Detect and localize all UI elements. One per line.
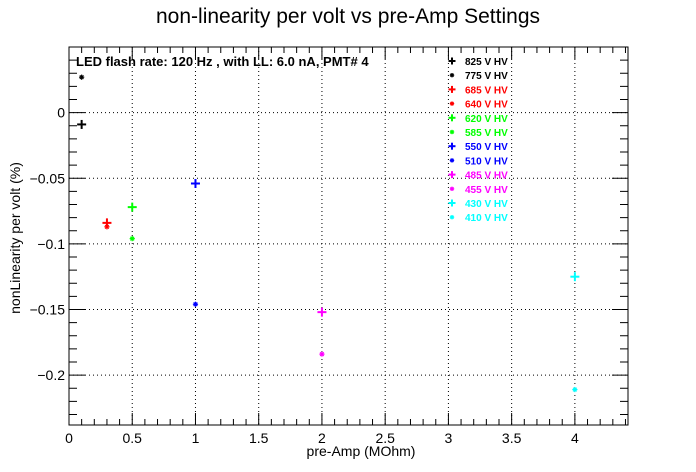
legend-marker xyxy=(449,101,455,106)
legend-label: 510 V HV xyxy=(465,156,508,167)
data-point xyxy=(192,301,199,307)
legend-marker xyxy=(448,171,456,179)
x-tick-label: 3.5 xyxy=(502,430,522,446)
chart-title: non-linearity per volt vs pre-Amp Settin… xyxy=(156,5,540,28)
data-point xyxy=(104,224,110,230)
legend-label: 430 V HV xyxy=(465,199,508,210)
x-axis-label: pre-Amp (MOhm) xyxy=(307,443,416,459)
legend-marker xyxy=(448,85,456,93)
legend-item: 775 V HV xyxy=(449,71,508,82)
y-tick-label: −0.1 xyxy=(37,236,65,252)
x-tick-labels: 0 0.5 1 1.5 2 2.5 3 3.5 4 xyxy=(65,430,579,446)
legend-label: 685 V HV xyxy=(465,85,508,96)
data-point xyxy=(190,179,200,188)
legend-item: 620 V HV xyxy=(448,114,508,125)
legend-label: 410 V HV xyxy=(465,213,508,224)
legend-item: 550 V HV xyxy=(448,142,508,153)
legend-item: 410 V HV xyxy=(449,213,508,224)
legend-label: 455 V HV xyxy=(465,185,508,196)
legend-marker xyxy=(449,129,455,135)
y-tick-label: 0 xyxy=(57,105,65,121)
data-point xyxy=(319,351,325,357)
x-tick-label: 2.5 xyxy=(375,430,395,446)
y-tick-label: −0.05 xyxy=(30,170,66,186)
y-axis-label: nonLinearity per volt (%) xyxy=(7,162,23,314)
legend-marker xyxy=(448,142,456,150)
legend-item: 455 V HV xyxy=(449,185,508,196)
y-tick-label: −0.15 xyxy=(30,302,66,318)
data-point xyxy=(572,386,578,393)
data-points xyxy=(77,74,580,393)
legend: 825 V HV 775 V HV 685 V HV 640 V HV 620 V HV… xyxy=(448,57,508,224)
y-tick-label: −0.2 xyxy=(37,367,65,383)
legend-marker xyxy=(449,73,455,78)
legend-label: 775 V HV xyxy=(465,71,508,82)
legend-item: 430 V HV xyxy=(448,199,508,210)
legend-marker xyxy=(448,114,456,122)
legend-label: 640 V HV xyxy=(465,100,508,111)
x-tick-label: 2 xyxy=(318,430,326,446)
legend-item: 485 V HV xyxy=(448,171,508,182)
legend-label: 825 V HV xyxy=(465,57,508,68)
plot-frame xyxy=(68,46,629,426)
axis-ticks xyxy=(68,47,628,425)
legend-item: 825 V HV xyxy=(448,57,508,68)
legend-item: 510 V HV xyxy=(449,156,508,167)
legend-item: 640 V HV xyxy=(449,100,508,111)
x-tick-label: 4 xyxy=(571,430,579,446)
legend-marker xyxy=(449,186,455,191)
chart-annotation: LED flash rate: 120 Hz , with LL: 6.0 nA… xyxy=(76,54,369,69)
legend-item: 585 V HV xyxy=(449,128,508,139)
y-tick-labels: 0 −0.05 −0.1 −0.15 −0.2 xyxy=(30,105,66,384)
data-point xyxy=(77,119,87,129)
legend-label: 620 V HV xyxy=(465,114,508,125)
data-point xyxy=(570,272,580,282)
legend-marker xyxy=(449,215,455,220)
data-point xyxy=(127,202,137,212)
legend-label: 550 V HV xyxy=(465,142,508,153)
legend-label: 585 V HV xyxy=(465,128,508,139)
legend-marker xyxy=(449,158,455,163)
legend-marker xyxy=(448,199,456,207)
data-point xyxy=(79,74,85,80)
x-tick-label: 0.5 xyxy=(123,430,143,446)
legend-label: 485 V HV xyxy=(465,171,508,182)
data-point xyxy=(317,307,327,317)
x-tick-label: 3 xyxy=(445,430,453,446)
x-tick-label: 1.5 xyxy=(249,430,269,446)
x-tick-label: 0 xyxy=(65,430,73,446)
data-point xyxy=(129,236,135,242)
x-tick-label: 1 xyxy=(192,430,200,446)
legend-item: 685 V HV xyxy=(448,85,508,96)
legend-marker xyxy=(448,57,456,65)
